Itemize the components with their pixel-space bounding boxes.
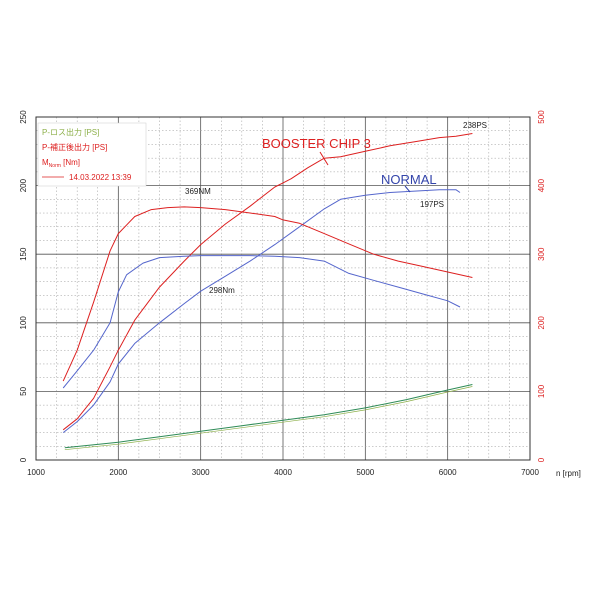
annotation-peak-nm-stock: 298Nm	[209, 286, 235, 295]
y-left-tick-label: 150	[19, 247, 28, 261]
x-tick-label: 1000	[27, 468, 45, 477]
legend-item-power: P-補正後出力 [PS]	[42, 142, 107, 152]
legend-item-loss: P-ロス出力 [PS]	[42, 127, 99, 137]
series-line-loss-secondary	[64, 386, 473, 451]
annotations: BOOSTER CHIP 3 NORMAL 238PS 197PS 369NM …	[185, 121, 487, 295]
annotation-peak-ps-stock: 197PS	[420, 200, 444, 209]
annotation-booster-pointer	[319, 151, 329, 166]
y-right-tick-label: 0	[537, 457, 546, 462]
y-left-tick-label: 200	[19, 178, 28, 192]
y-left-tick-label: 0	[19, 457, 28, 462]
legend-box	[37, 122, 147, 187]
plot-frame	[35, 116, 531, 461]
y-right-tick-label: 400	[537, 178, 546, 192]
series-line-loss-power	[64, 384, 473, 449]
y-right-tick-label: 300	[537, 247, 546, 261]
annotation-peak-ps-tuned: 238PS	[463, 121, 487, 130]
axes: 1000 2000 3000 4000 5000 6000 7000050100150200…	[19, 110, 546, 477]
annotation-normal: NORMAL	[381, 172, 437, 187]
y-right-tick-label: 100	[537, 384, 546, 398]
annotation-peak-nm-tuned: 369NM	[185, 187, 211, 196]
x-tick-label: 5000	[356, 468, 374, 477]
legend-torque-unit: [Nm]	[61, 158, 80, 167]
series-group	[62, 133, 473, 451]
x-tick-label: 4000	[274, 468, 292, 477]
legend: P-ロス出力 [PS] P-補正後出力 [PS] MNorm [Nm] 14.0…	[37, 122, 147, 187]
x-tick-label: 6000	[439, 468, 457, 477]
series-line-booster-chip-3-power	[62, 133, 473, 431]
y-right-tick-label: 500	[537, 110, 546, 124]
series-line-normal-torque	[62, 255, 461, 389]
y-left-tick-label: 100	[19, 316, 28, 330]
legend-item-torque: MNorm [Nm]	[42, 158, 80, 169]
series-line-booster-chip-3-torque	[62, 206, 473, 382]
legend-torque-subscript: Norm	[49, 163, 61, 169]
x-tick-label: 2000	[109, 468, 127, 477]
x-tick-label: 7000	[521, 468, 539, 477]
series-line-normal-power	[62, 189, 461, 433]
annotation-booster: BOOSTER CHIP 3	[262, 136, 371, 151]
y-right-tick-label: 200	[537, 316, 546, 330]
legend-torque-symbol: M	[42, 158, 49, 167]
annotation-normal-pointer	[404, 185, 411, 193]
x-tick-label: 3000	[192, 468, 210, 477]
y-left-tick-label: 50	[19, 386, 28, 395]
x-axis-label: n [rpm]	[556, 469, 581, 478]
legend-item-timestamp: 14.03.2022 13:39	[69, 173, 132, 182]
grid	[36, 117, 530, 460]
y-left-tick-label: 250	[19, 110, 28, 124]
